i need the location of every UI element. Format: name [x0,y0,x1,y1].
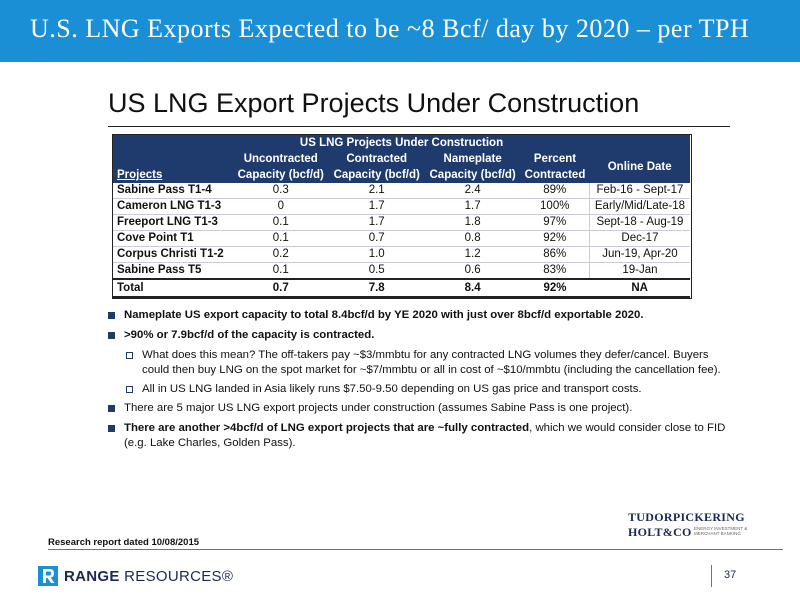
cell-contracted: 2.1 [328,183,425,199]
bullet-item: >90% or 7.9bcf/d of the capacity is cont… [108,328,728,343]
tph-logo: TUDORPICKERING HOLT&CO ENERGY INVESTMENT… [628,510,758,540]
cell-contracted: 0.5 [328,262,425,280]
bullet-item: There are 5 major US LNG export projects… [108,401,728,416]
table-row: Freeport LNG T1-3 0.1 1.7 1.8 97% Sept-1… [113,214,690,231]
bullet-text: , which we would consider close to FID (… [124,422,726,449]
cell-project: Sabine Pass T1-4 [113,183,233,199]
table-row: Sabine Pass T1-4 0.3 2.1 2.4 89% Feb-16 … [113,183,690,199]
title-divider [108,126,730,127]
cell-uncontracted: 0.1 [232,230,329,247]
cell-nameplate: 1.8 [424,214,521,231]
col-projects: Projects [113,151,233,183]
tph-logo-line1: TUDORPICKERING [628,510,745,524]
col-nameplate: Nameplate Capacity (bcf/d) [424,151,521,183]
cell-online: Early/Mid/Late-18 [588,198,690,215]
cell-percent: 100% [520,198,590,215]
sub-bullet-item: All in US LNG landed in Asia likely runs… [108,382,728,397]
cell-nameplate: 2.4 [424,183,521,199]
bullet-item: There are another >4bcf/d of LNG export … [108,421,728,451]
table-row: Sabine Pass T5 0.1 0.5 0.6 83% 19-Jan [113,262,690,280]
cell-uncontracted: 0.2 [232,246,329,263]
cell-percent: 83% [520,262,590,280]
cell-uncontracted: 0.1 [232,214,329,231]
col-contracted: Contracted Capacity (bcf/d) [328,151,425,183]
cell-nameplate: 0.8 [424,230,521,247]
lng-projects-table: US LNG Projects Under Construction Proje… [113,135,690,298]
cell-project: Corpus Christi T1-2 [113,246,233,263]
cell-online: Jun-19, Apr-20 [588,246,690,263]
cell-total-nameplate: 8.4 [424,278,521,298]
banner-title: U.S. LNG Exports Expected to be ~8 Bcf/ … [30,14,750,43]
cell-nameplate: 1.7 [424,198,521,215]
cell-total-online: NA [589,278,690,298]
cell-total-contracted: 7.8 [328,278,425,298]
cell-percent: 97% [520,214,590,231]
square-bullet-icon [126,386,133,393]
table-title: US LNG Projects Under Construction [113,135,690,151]
col-uncontracted: Uncontracted Capacity (bcf/d) [232,151,329,183]
cell-total-label: Total [113,278,233,298]
research-note: Research report dated 10/08/2015 [48,537,200,548]
cell-nameplate: 0.6 [424,262,521,280]
bullet-bold-text: There are another >4bcf/d of LNG export … [124,422,530,434]
tph-logo-subtitle: ENERGY INVESTMENT & MERCHANT BANKING [694,526,748,536]
bullet-item: Nameplate US export capacity to total 8.… [108,308,728,323]
slide-title: US LNG Export Projects Under Constructio… [108,88,640,118]
tph-logo-line2: HOLT&CO [628,525,692,539]
footer-divider [48,549,783,550]
range-r-icon [38,566,58,586]
sub-bullet-text: All in US LNG landed in Asia likely runs… [142,383,642,395]
sub-bullet-text: What does this mean? The off-takers pay … [142,349,721,376]
cell-uncontracted: 0.1 [232,262,329,280]
cell-contracted: 1.7 [328,214,425,231]
cell-percent: 89% [520,183,590,199]
cell-total-uncontracted: 0.7 [232,278,329,298]
page-number-divider [711,565,712,587]
square-bullet-icon [126,352,133,359]
table-row: Cameron LNG T1-3 0 1.7 1.7 100% Early/Mi… [113,198,690,215]
cell-contracted: 1.0 [328,246,425,263]
cell-online: Sept-18 - Aug-19 [588,214,690,231]
title-banner: U.S. LNG Exports Expected to be ~8 Bcf/ … [0,0,800,62]
cell-project: Cove Point T1 [113,230,233,247]
col-percent: Percent Contracted [520,151,590,183]
cell-project: Sabine Pass T5 [113,262,233,280]
cell-total-percent: 92% [520,278,590,298]
page-number: 37 [724,569,737,581]
table-row: Corpus Christi T1-2 0.2 1.0 1.2 86% Jun-… [113,246,690,263]
cell-percent: 86% [520,246,590,263]
bullet-list: Nameplate US export capacity to total 8.… [108,308,728,456]
cell-project: Cameron LNG T1-3 [113,198,233,215]
cell-uncontracted: 0.3 [232,183,329,199]
cell-project: Freeport LNG T1-3 [113,214,233,231]
cell-online: 19-Jan [588,262,690,280]
range-resources-logo: RANGE RESOURCES® [38,566,233,586]
cell-online: Feb-16 - Sept-17 [588,183,690,199]
cell-nameplate: 1.2 [424,246,521,263]
sub-bullet-item: What does this mean? The off-takers pay … [108,348,728,378]
cell-percent: 92% [520,230,590,247]
col-online-date: Online Date [589,151,690,183]
cell-uncontracted: 0 [232,198,329,215]
table-row: Cove Point T1 0.1 0.7 0.8 92% Dec-17 [113,230,690,247]
cell-contracted: 0.7 [328,230,425,247]
cell-online: Dec-17 [588,230,690,247]
total-row: Total 0.7 7.8 8.4 92% NA [113,278,690,298]
cell-contracted: 1.7 [328,198,425,215]
company-name: RANGE RESOURCES® [64,567,234,585]
